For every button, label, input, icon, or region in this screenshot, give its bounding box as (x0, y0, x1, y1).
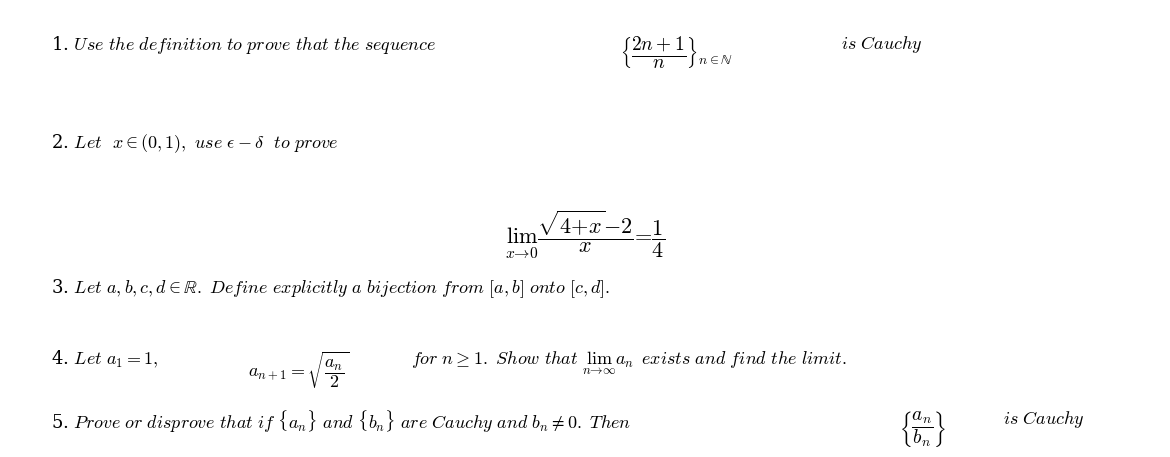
Text: 1. $\mathit{Use\ the\ definition\ to\ prove\ that\ the\ sequence}$: 1. $\mathit{Use\ the\ definition\ to\ pr… (50, 34, 435, 56)
Text: $a_{n+1} = \sqrt{\dfrac{a_n}{2}}$: $a_{n+1} = \sqrt{\dfrac{a_n}{2}}$ (248, 350, 349, 391)
Text: $\mathit{is\ Cauchy}$: $\mathit{is\ Cauchy}$ (1003, 409, 1085, 430)
Text: $\left\{\dfrac{2n+1}{n}\right\}_{n\in\mathbb{N}}$: $\left\{\dfrac{2n+1}{n}\right\}_{n\in\ma… (620, 34, 732, 70)
Text: $\mathit{for\ }$$n \geq 1$$\mathit{.\ Show\ that\ }$$\lim_{n\to\infty} a_n$$\mat: $\mathit{for\ }$$n \geq 1$$\mathit{.\ Sh… (411, 350, 847, 377)
Text: $\mathit{is\ Cauchy}$: $\mathit{is\ Cauchy}$ (840, 34, 922, 55)
Text: $\lim_{x\to 0}\dfrac{\sqrt{4+x}-2}{x} = \dfrac{1}{4}$: $\lim_{x\to 0}\dfrac{\sqrt{4+x}-2}{x} = … (505, 209, 665, 261)
Text: 4. $\mathit{Let\ }$$a_1 = 1$$\mathit{,}$: 4. $\mathit{Let\ }$$a_1 = 1$$\mathit{,}$ (50, 350, 158, 371)
Text: 5. $\mathit{Prove\ or\ disprove\ that\ if\ }$$\{a_n\}$$\mathit{\ and\ }$$\{b_n\}: 5. $\mathit{Prove\ or\ disprove\ that\ i… (50, 409, 631, 435)
Text: $\left\{\dfrac{a_n}{b_n}\right\}$: $\left\{\dfrac{a_n}{b_n}\right\}$ (899, 409, 947, 449)
Text: 3. $\mathit{Let\ }$$a, b, c, d \in \mathbb{R}$$\mathit{.\ Define\ explicitly\ a\: 3. $\mathit{Let\ }$$a, b, c, d \in \math… (50, 277, 610, 300)
Text: 2. $\mathit{Let\ }$ $x \in (0,1)$$\mathit{,\ use\ }$$\epsilon - \delta$ $\mathit: 2. $\mathit{Let\ }$ $x \in (0,1)$$\mathi… (50, 132, 338, 155)
